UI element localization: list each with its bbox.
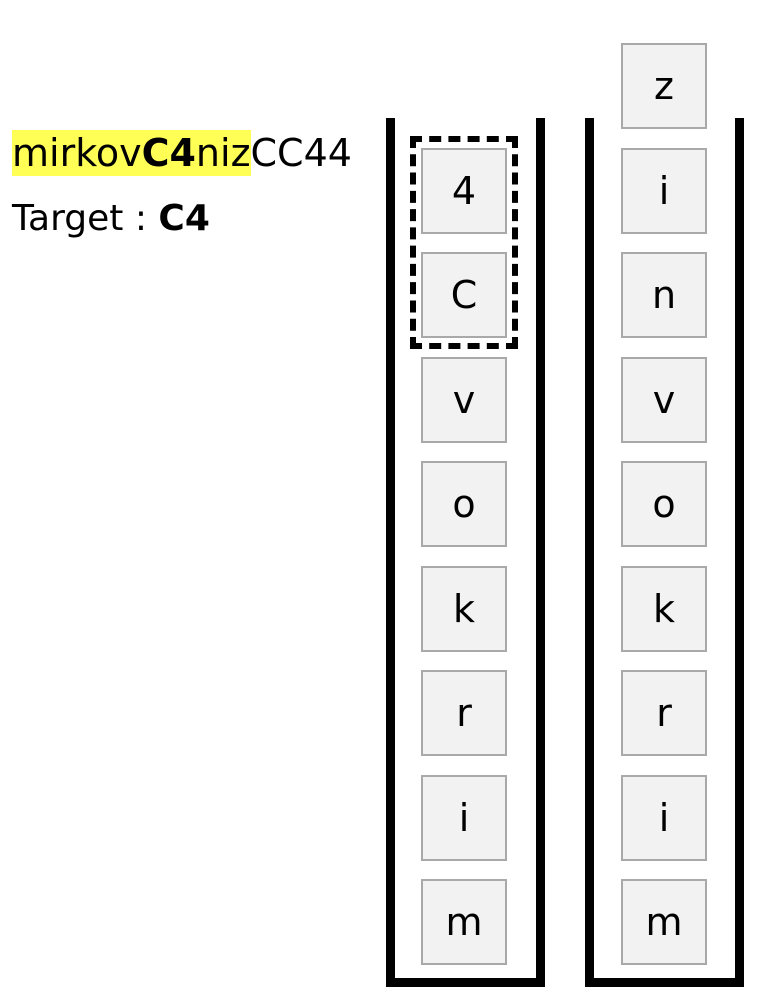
stack-cell: m — [621, 879, 707, 965]
sequence-segment-target: C4 — [141, 130, 196, 176]
stack-cell: k — [621, 566, 707, 652]
stack-wall-left — [585, 118, 594, 987]
stack-wall-right — [735, 118, 744, 987]
stack-wall-right — [536, 118, 545, 987]
target-line: Target : C4 — [12, 196, 210, 242]
stack-cell: v — [421, 357, 507, 443]
stack-cell: i — [621, 775, 707, 861]
stack-cell: o — [621, 461, 707, 547]
stack-cell: r — [621, 670, 707, 756]
selected-cells-outline — [410, 136, 518, 349]
stack-floor — [386, 978, 545, 987]
stack-cell: v — [621, 357, 707, 443]
stack-cell: o — [421, 461, 507, 547]
stack-wall-left — [386, 118, 395, 987]
sequence-segment-rest: CC44 — [250, 131, 352, 175]
stack-cell: n — [621, 252, 707, 338]
target-value: C4 — [158, 198, 210, 239]
stack-cell: i — [621, 148, 707, 234]
stack-cell: 4 — [421, 148, 507, 234]
sequence-string: mirkovC4nizCC44 — [12, 130, 352, 176]
sequence-segment-prefix: mirkov — [12, 130, 142, 176]
stack-cell: i — [421, 775, 507, 861]
stack-cell: m — [421, 879, 507, 965]
sequence-segment-middle: niz — [195, 130, 251, 176]
target-label: Target : — [12, 198, 147, 239]
stack-cell: r — [421, 670, 507, 756]
stack-cell: C — [421, 252, 507, 338]
stack-cell: k — [421, 566, 507, 652]
stack-cell: z — [621, 43, 707, 129]
stack-floor — [585, 978, 744, 987]
